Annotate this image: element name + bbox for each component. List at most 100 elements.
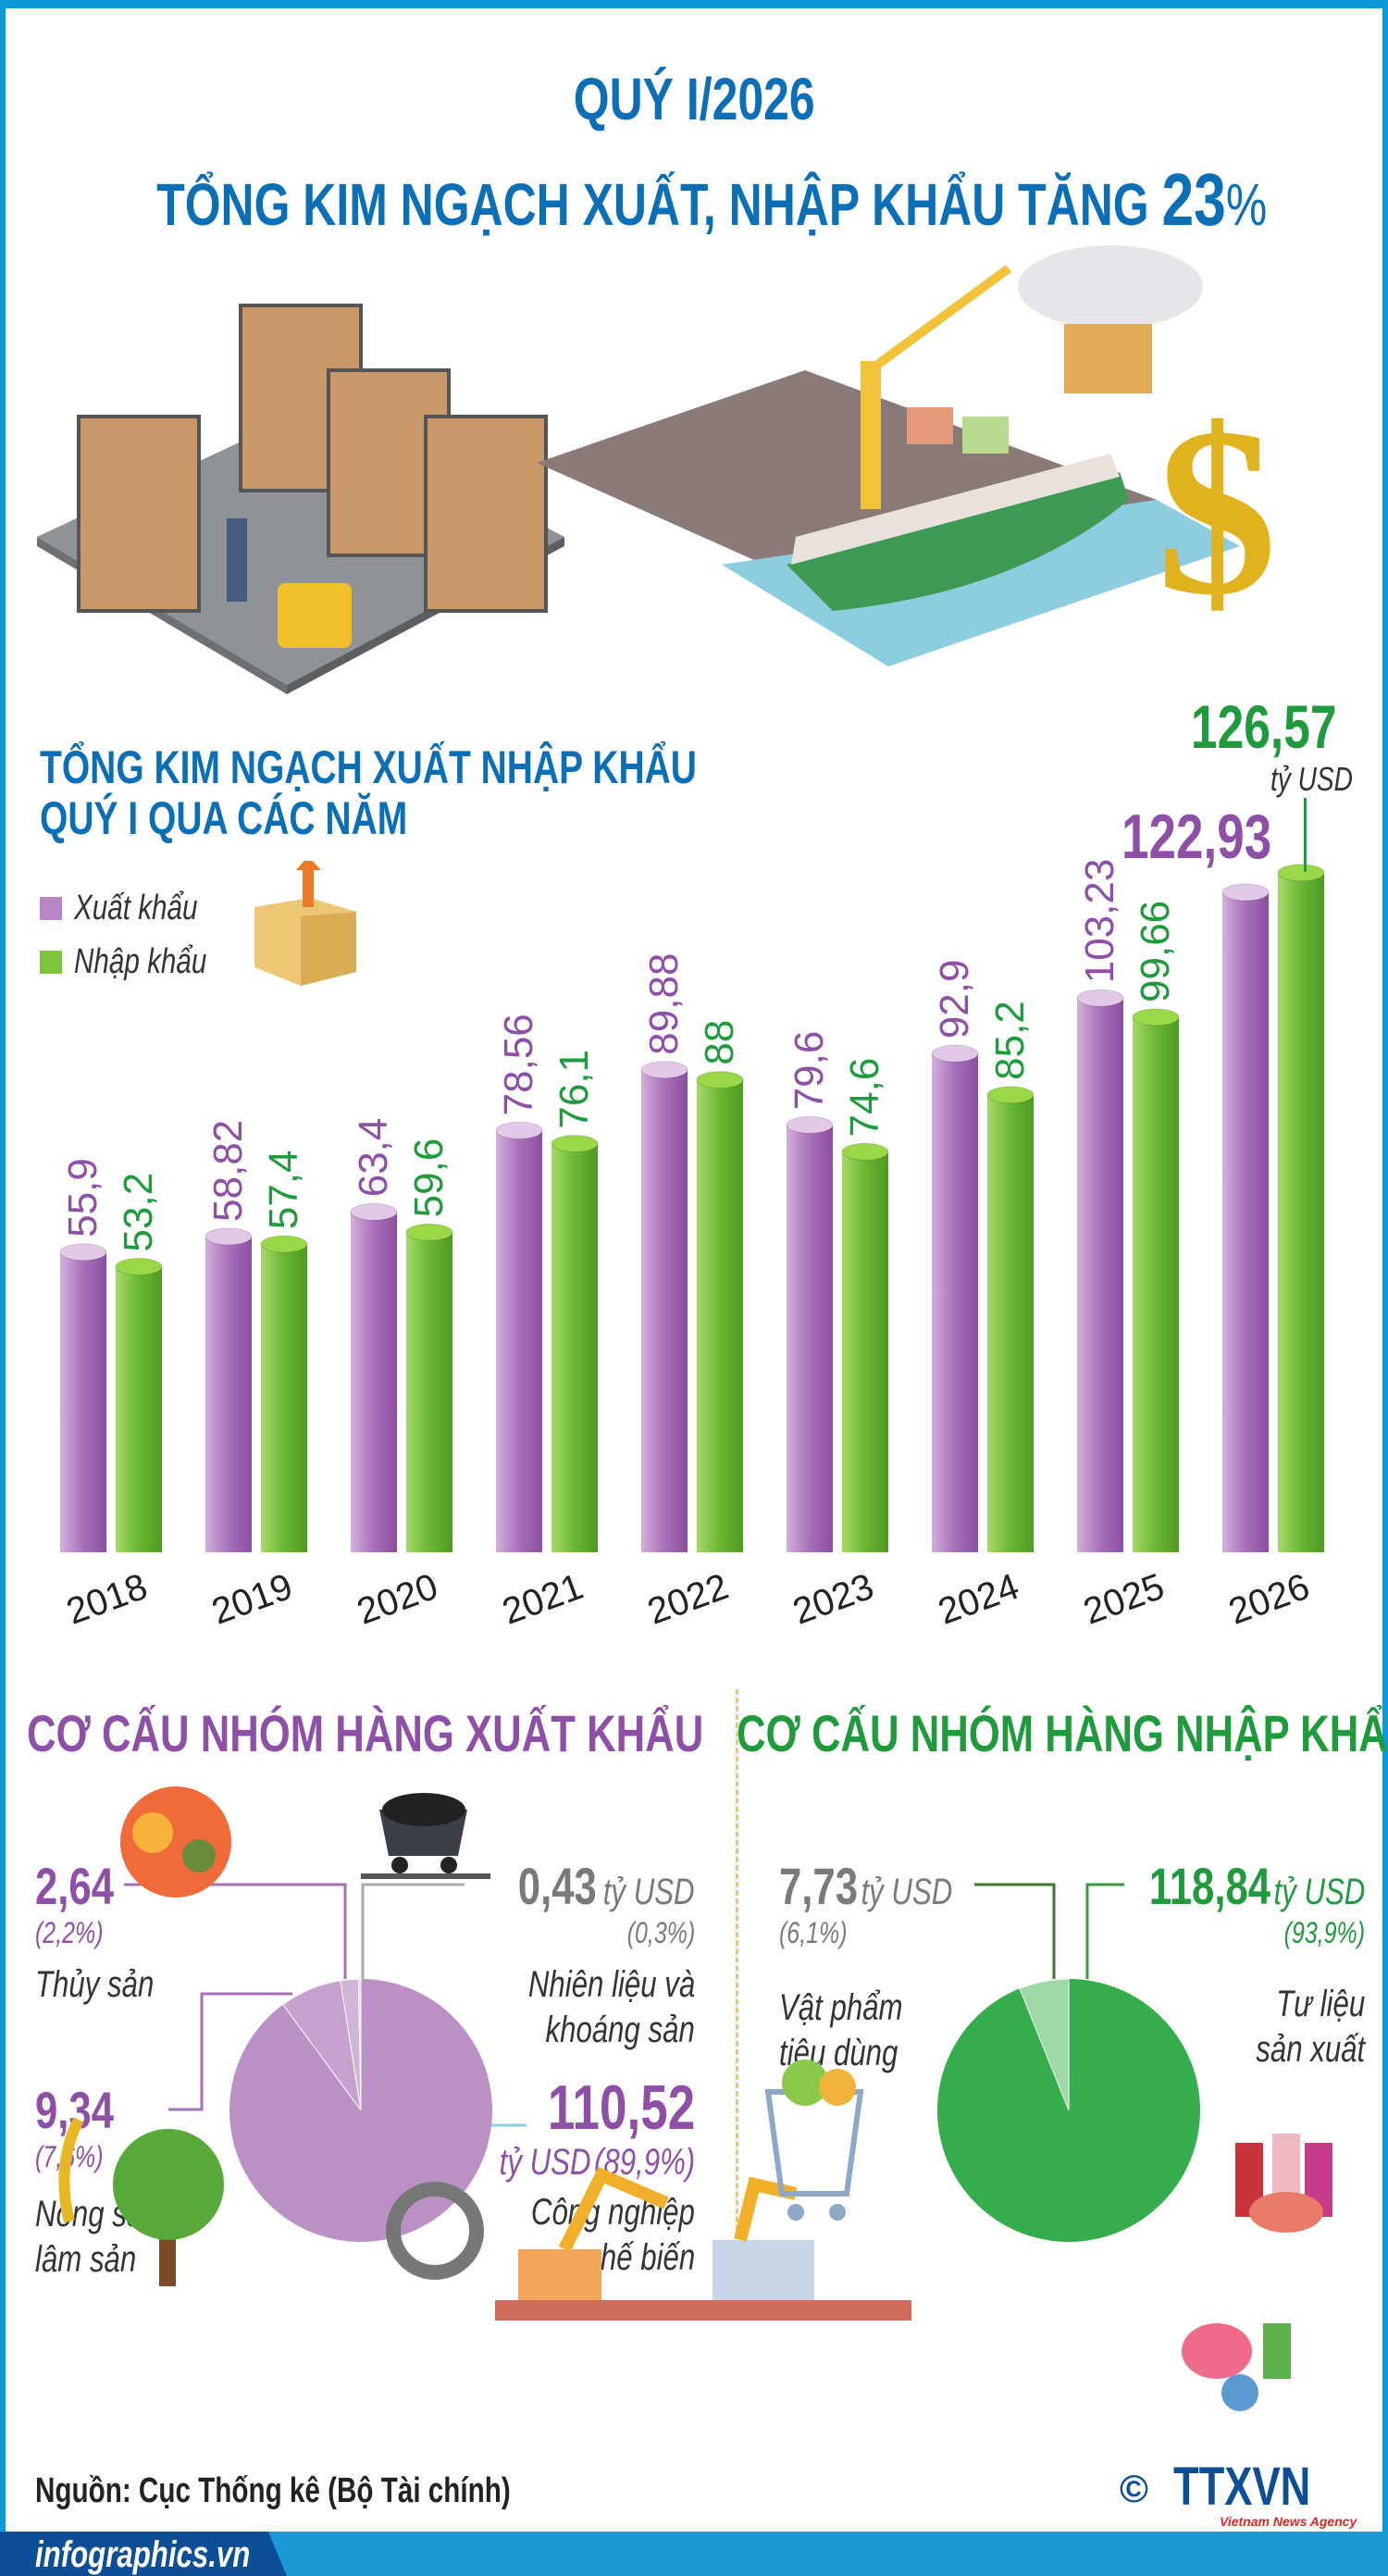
leader-line-agri [168,1992,292,2111]
title-line-2: TỔNG KIM NGẠCH XUẤT, NHẬP KHẨU TĂNG 23% [156,157,1267,243]
seafood-percent-text: (2,2%) [35,1916,104,1949]
import-pie-slice-0 [1019,1978,1070,2111]
bar-import-2026 [1278,872,1324,1552]
industry-value-text: 110,52 [547,2072,695,2143]
fuel-unit: tỷ USD [603,1872,695,1912]
data-label-import-2025: 99,66 [1133,901,1178,1002]
bar-cap-2025 [1076,989,1124,1007]
unit-text: tỷ USD [1270,760,1353,798]
section-divider [736,1689,738,2272]
consumer-percent: (6,1%) [779,1916,866,1950]
leader-line-fuel [361,1883,465,1979]
x-tick-label: 2026 [1223,1566,1315,1633]
legend-text-import: Nhập khẩu [74,942,207,981]
bar-export-2020 [351,1212,397,1552]
x-tick-label: 2023 [787,1566,879,1633]
data-label-import-2021: 76,1 [551,1050,597,1129]
import-heading-text: CƠ CẤU NHÓM HÀNG NHẬP KHẨU [737,1704,1388,1762]
import-2026-value: 126,57 [1191,692,1337,761]
page-title: QUÝ I/2026 [0,65,1388,133]
bar-cap-2019 [204,1227,253,1246]
seafood-value: 2,64 [35,1860,136,1912]
category-illustrations [58,1786,1332,2411]
dollar-icon: $ [1157,379,1277,645]
fuel-label: Nhiên liệu và khoáng sản [481,1962,695,2053]
bar-import-2019 [261,1244,307,1552]
consumer-percent-text: (6,1%) [779,1916,848,1949]
data-label-export-2019: 58,82 [205,1120,251,1222]
bar-cap-2021 [495,1121,543,1139]
data-label-import-2024: 85,2 [987,1001,1033,1080]
consumer-label-1: Vật phẩm [779,1987,903,2028]
x-tick-label: 2022 [642,1566,734,1633]
bar-cap-2024 [931,1044,979,1063]
bar-export-2026 [1222,892,1269,1552]
bar-export-2018 [60,1251,106,1552]
trade-illustration: $ [37,245,1277,694]
bar-import-2025 [1133,1016,1179,1552]
chart-title-line-2: QUÝ I QUA CÁC NĂM [40,792,408,844]
legend-swatch-export [40,897,62,920]
bar-export-2022 [641,1069,688,1552]
title-line-1: QUÝ I/2026 [573,66,815,132]
production-unit: tỷ USD [1273,1872,1365,1912]
airplane-icon [1018,245,1203,393]
bar-cap-2023 [786,1115,834,1134]
right-border [1382,0,1388,2576]
bar-cap-2018 [59,1243,107,1262]
bar-cap-2025 [1132,1008,1180,1027]
production-label: Tư liệu sản xuất [1225,1982,1365,2072]
box-icon [254,861,356,986]
bar-import-2022 [697,1079,743,1552]
data-label-import-2018: 53,2 [116,1173,161,1252]
fuel-label-1: Nhiên liệu và [527,1964,695,2005]
logo-sub-text: Vietnam News Agency [1220,2514,1357,2529]
data-label-export-2022: 89,88 [641,953,687,1055]
fuel-percent-text: (0,3%) [626,1916,695,1949]
chart-title-2: QUÝ I QUA CÁC NĂM [40,791,511,845]
industry-label-2: chế biến [586,2237,695,2278]
consumer-value-row: 7,73 tỷ USD [779,1860,1001,1912]
bar-import-2023 [842,1151,888,1552]
total-export-2026: 122,93 [1122,805,1314,868]
ttxvn-logo: TTXVN [1173,2460,1349,2514]
chart-title: TỔNG KIM NGẠCH XUẤT NHẬP KHẨU [40,740,882,794]
industry-percent: tỷ USD (89,9%) [444,2144,695,2181]
x-tick-label: 2019 [206,1566,298,1633]
x-tick-label: 2024 [933,1566,1024,1633]
leader-line-production [1085,1883,1124,1979]
top-border [0,0,1388,8]
logo-subtitle: Vietnam News Agency [1220,2515,1357,2529]
factory-icon [386,2166,911,2321]
bar-cap-2020 [350,1202,398,1221]
data-label-import-2019: 57,4 [261,1150,306,1229]
x-tick-label: 2021 [497,1566,589,1633]
bar-import-2020 [406,1232,452,1552]
production-label-2: sản xuất [1256,2029,1365,2070]
industry-value: 110,52 [506,2076,695,2139]
rice-icon [58,2117,84,2223]
bar-cap-2024 [986,1086,1035,1104]
seafood-value-text: 2,64 [35,1857,115,1915]
data-label-import-2020: 59,6 [406,1139,452,1218]
site-link[interactable]: infographics.vn [35,2534,311,2576]
x-tick-label: 2025 [1078,1566,1170,1633]
export-heading-text: CƠ CẤU NHÓM HÀNG XUẤT KHẨU [27,1704,704,1762]
fuel-value-text: 0,43 [518,1857,598,1915]
bar-cap-2018 [115,1257,163,1276]
bar-import-2021 [551,1143,598,1552]
bar-cap-2021 [551,1135,599,1153]
port-icon [537,264,1240,666]
bar-chart: 55,9 53,2 2018 58,82 57,4 2019 63,4 59,6 2020 78,… [59,859,1325,1633]
seafood-label: Thủy sản [35,1962,188,2008]
bar-import-2018 [116,1266,162,1552]
production-percent: (93,9%) [1261,1916,1365,1950]
data-label-export-2025: 103,23 [1077,859,1122,984]
production-percent-text: (93,9%) [1283,1916,1365,1949]
legend-label-export: Xuất khẩu [74,889,232,928]
data-label-import-2022: 88 [697,1020,742,1065]
data-label-export-2024: 92,9 [932,960,977,1039]
bar-export-2024 [932,1053,978,1552]
bar-cap-2022 [696,1071,744,1089]
svg-text:$: $ [1157,379,1277,645]
